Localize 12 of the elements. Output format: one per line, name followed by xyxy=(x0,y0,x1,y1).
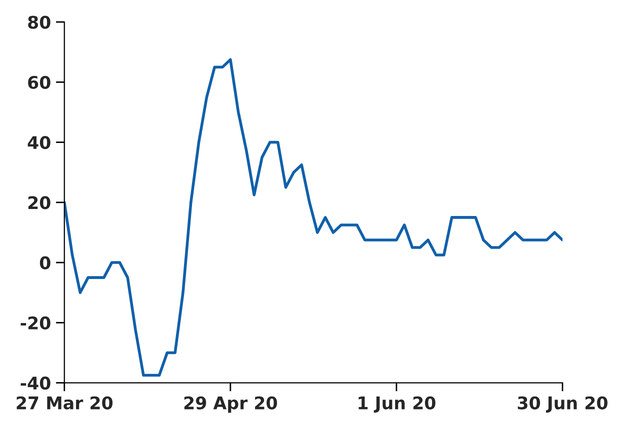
x-tick-label: 30 Jun 20 xyxy=(518,396,608,413)
y-tick-label: 20 xyxy=(28,196,50,210)
x-tick-label: 1 Jun 20 xyxy=(358,396,436,413)
y-tick-label: 60 xyxy=(28,76,50,89)
y-tick-label: -20 xyxy=(20,316,50,330)
y-tick-label: -40 xyxy=(20,376,50,390)
y-tick-label: 80 xyxy=(28,16,50,29)
y-tick-label: 0 xyxy=(40,256,50,270)
line-series xyxy=(64,58,562,377)
y-tick-label: 40 xyxy=(28,136,50,150)
x-tick-label: 29 Apr 20 xyxy=(184,396,278,413)
x-tick-label: 27 Mar 20 xyxy=(16,396,113,410)
